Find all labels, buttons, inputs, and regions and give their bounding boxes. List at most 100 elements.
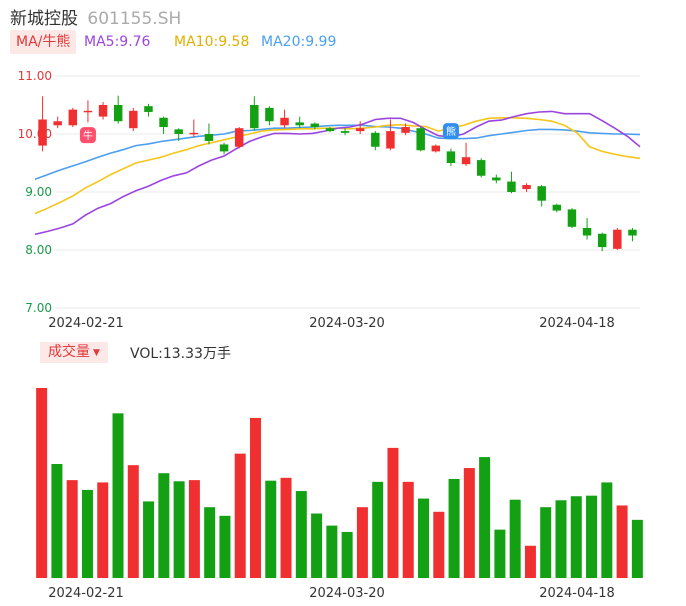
candle-body	[325, 128, 335, 132]
volume-bar	[555, 500, 567, 578]
volume-bar	[158, 473, 170, 578]
stock-name: 新城控股	[10, 9, 78, 29]
volume-bar	[387, 447, 399, 578]
candle-body	[492, 177, 501, 181]
ma10-line	[34, 117, 641, 215]
candle-body	[552, 204, 562, 211]
candle-body	[597, 233, 607, 248]
volume-bar	[97, 482, 109, 578]
volume-bar	[418, 498, 430, 578]
price-axis-tick: 7.00	[25, 301, 52, 315]
date-axis-tick: 2024-02-21	[48, 316, 124, 331]
volume-bar	[463, 468, 475, 578]
volume-bar	[280, 477, 292, 578]
volume-bar	[341, 531, 353, 578]
volume-label: 成交量	[48, 344, 90, 360]
bear-marker-icon	[442, 123, 459, 140]
volume-bar	[616, 505, 628, 578]
volume-bar	[36, 388, 48, 578]
candle-body	[295, 122, 304, 126]
candle-body	[416, 128, 425, 151]
candle-body	[219, 144, 229, 152]
bull-marker-label: 牛	[83, 129, 93, 142]
candle-body	[386, 131, 395, 149]
candle-body	[144, 106, 153, 112]
candle-body	[53, 121, 62, 126]
volume-bar	[509, 499, 521, 578]
volume-bar	[173, 481, 185, 578]
volume-indicator-selector[interactable]: 成交量 ▼	[40, 342, 108, 363]
candle-body	[280, 117, 289, 126]
volume-bar	[219, 515, 231, 578]
volume-bar	[311, 513, 323, 578]
volume-date-tick: 2024-04-18	[539, 586, 615, 601]
volume-bar	[448, 478, 460, 578]
date-axis-tick: 2024-03-20	[309, 316, 385, 331]
date-axis-tick: 2024-04-18	[539, 316, 615, 331]
candle-body	[38, 119, 47, 146]
dropdown-triangle-icon: ▼	[93, 348, 100, 358]
candle-body	[129, 110, 138, 129]
volume-bar	[372, 481, 384, 578]
volume-bar	[326, 525, 338, 578]
volume-bar	[81, 489, 93, 578]
volume-date-tick: 2024-03-20	[309, 586, 385, 601]
candle-body	[446, 151, 456, 163]
candle-body	[113, 105, 123, 122]
ma-mode-selector[interactable]: MA/牛熊	[10, 30, 77, 54]
candle-body	[476, 160, 486, 176]
candle-body	[159, 117, 168, 128]
price-axis-tick: 8.00	[25, 243, 52, 257]
volume-bar	[601, 482, 613, 578]
volume-bar	[249, 417, 261, 578]
candle-body	[234, 128, 244, 147]
price-axis-tick: 11.00	[18, 69, 52, 83]
candle-body	[507, 181, 516, 192]
candle-body	[567, 209, 577, 227]
price-axis-tick: 10.00	[18, 127, 52, 141]
volume-bar	[51, 464, 63, 578]
price-axis-tick: 9.00	[25, 185, 52, 199]
volume-bar	[586, 495, 598, 578]
candle-body	[310, 123, 320, 128]
volume-bar	[631, 519, 643, 578]
volume-bar	[234, 453, 246, 578]
candle-body	[265, 107, 274, 122]
bull-marker-icon	[79, 127, 96, 144]
candle-body	[431, 145, 441, 152]
volume-value: VOL:13.33万手	[130, 346, 231, 362]
volume-bar	[265, 480, 277, 578]
candle-body	[582, 227, 592, 236]
volume-bar	[402, 481, 414, 578]
volume-bar	[188, 480, 200, 578]
candle-body	[628, 229, 637, 236]
volume-bar	[494, 529, 506, 578]
bear-marker-label: 熊	[446, 125, 456, 138]
volume-bar	[433, 511, 445, 578]
ma5-line	[34, 110, 641, 236]
stock-code: 601155.SH	[87, 9, 182, 29]
volume-bar	[524, 545, 536, 578]
candle-body	[522, 185, 531, 190]
ma20-value: MA20:9.99	[261, 34, 337, 50]
volume-bar	[479, 457, 491, 578]
ma10-value: MA10:9.58	[174, 34, 250, 50]
volume-bar	[356, 507, 368, 578]
volume-bar	[143, 501, 155, 578]
candle-body	[340, 131, 350, 133]
volume-bar	[66, 480, 78, 578]
stock-header: 新城控股 601155.SH	[10, 4, 182, 29]
volume-bar	[112, 413, 124, 578]
candle-body	[83, 110, 93, 113]
candle-body	[204, 134, 214, 141]
volume-bar	[570, 496, 582, 578]
candle-body	[401, 127, 410, 133]
candle-body	[98, 105, 108, 117]
candle-body	[371, 132, 380, 147]
candle-body	[355, 128, 365, 132]
candle-body	[250, 105, 259, 129]
ma20-line	[34, 124, 641, 180]
volume-bar	[204, 507, 216, 578]
volume-bar	[127, 465, 139, 578]
